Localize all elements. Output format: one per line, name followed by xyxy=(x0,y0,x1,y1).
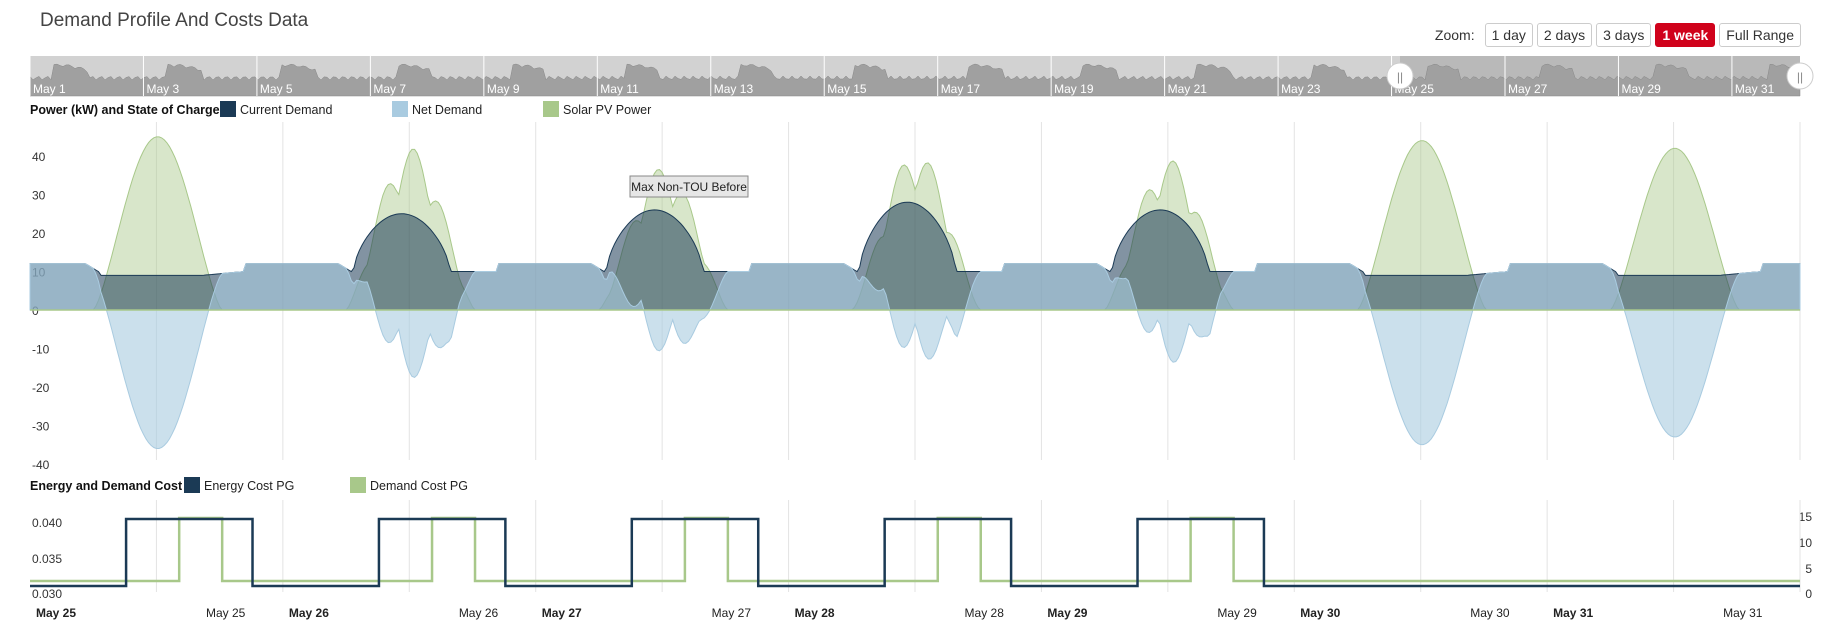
cost-legend-swatch-1 xyxy=(350,477,366,493)
legend-label: Current Demand xyxy=(240,103,332,117)
navigator-date-label: May 5 xyxy=(260,82,293,96)
zoom-controls: Zoom: 1 day 2 days 3 days 1 week Full Ra… xyxy=(1435,23,1801,47)
navigator-left-handle[interactable] xyxy=(1386,62,1414,90)
x-tick-label: May 27 xyxy=(542,606,582,620)
zoom-label: Zoom: xyxy=(1434,27,1475,43)
zoom-full-range-button[interactable]: Full Range xyxy=(1719,23,1801,47)
navigator-date-label: May 1 xyxy=(33,82,66,96)
navigator-date-label: May 19 xyxy=(1054,82,1094,96)
annotation-box xyxy=(629,175,749,198)
navigator-date-label: May 11 xyxy=(600,82,639,96)
annotation-label: Max Non-TOU Before xyxy=(631,180,747,194)
cost-chart-title: Energy and Demand Cost xyxy=(30,479,183,493)
x-tick-label: May 27 xyxy=(712,606,752,620)
navigator-handle-grip: || xyxy=(1797,70,1803,84)
x-tick-label: May 29 xyxy=(1217,606,1257,620)
legend-label: Solar PV Power xyxy=(563,103,651,117)
y-tick-label: -20 xyxy=(32,381,50,395)
cost-y-right-tick: 10 xyxy=(1799,536,1813,550)
navigator-date-label: May 3 xyxy=(146,82,179,96)
zoom-2-days-button[interactable]: 2 days xyxy=(1536,23,1593,47)
cost-legend-label: Demand Cost PG xyxy=(370,479,468,493)
x-tick-label: May 28 xyxy=(795,606,835,620)
page-title: Demand Profile And Costs Data xyxy=(40,10,309,31)
x-tick-label: May 26 xyxy=(289,606,329,620)
x-tick-label: May 31 xyxy=(1553,606,1593,620)
navigator-right-handle[interactable] xyxy=(1786,62,1814,90)
x-tick-label: May 30 xyxy=(1470,606,1510,620)
navigator-date-label: May 23 xyxy=(1281,82,1321,96)
navigator-date-label: May 21 xyxy=(1168,82,1208,96)
y-tick-label: 20 xyxy=(32,227,46,241)
y-tick-label: 40 xyxy=(32,150,46,164)
zoom-1-week-button[interactable]: 1 week xyxy=(1655,23,1716,47)
navigator-date-label: May 31 xyxy=(1735,82,1775,96)
x-tick-label: May 28 xyxy=(965,606,1005,620)
navigator-date-label: May 17 xyxy=(941,82,981,96)
navigator-date-label: May 13 xyxy=(714,82,754,96)
cost-y-right-tick: 0 xyxy=(1805,587,1812,601)
cost-y-left-tick: 0.040 xyxy=(32,516,62,530)
navigator-handle-grip: || xyxy=(1397,70,1403,84)
cost-y-left-tick: 0.035 xyxy=(32,552,62,566)
cost-y-right-tick: 5 xyxy=(1805,562,1812,576)
navigator-date-label: May 29 xyxy=(1621,82,1661,96)
legend-swatch-1 xyxy=(392,101,408,117)
navigator-date-label: May 15 xyxy=(827,82,867,96)
x-tick-label: May 30 xyxy=(1300,606,1340,620)
x-tick-label: May 31 xyxy=(1723,606,1763,620)
power-chart-title: Power (kW) and State of Charge xyxy=(30,103,220,117)
y-tick-label: -40 xyxy=(32,458,50,472)
x-tick-label: May 29 xyxy=(1047,606,1087,620)
y-tick-label: 30 xyxy=(32,189,46,203)
legend-swatch-2 xyxy=(543,101,559,117)
x-tick-label: May 25 xyxy=(206,606,246,620)
cost-legend-swatch-0 xyxy=(184,477,200,493)
x-tick-label: May 25 xyxy=(36,606,76,620)
energy-cost-line xyxy=(30,517,1800,588)
legend-swatch-0 xyxy=(220,101,236,117)
navigator-series xyxy=(29,63,1801,97)
x-tick-label: May 26 xyxy=(459,606,499,620)
navigator-date-label: May 27 xyxy=(1508,82,1548,96)
cost-legend-label: Energy Cost PG xyxy=(204,479,294,493)
cost-y-right-tick: 15 xyxy=(1799,510,1813,524)
zoom-3-days-button[interactable]: 3 days xyxy=(1596,23,1652,47)
y-tick-label: 0 xyxy=(32,304,39,318)
cost-y-left-tick: 0.030 xyxy=(32,587,62,601)
y-tick-label: -30 xyxy=(32,420,50,434)
navigator-date-label: May 9 xyxy=(487,82,520,96)
navigator-date-label: May 7 xyxy=(373,82,406,96)
zoom-1-day-button[interactable]: 1 day xyxy=(1484,23,1533,47)
legend-label: Net Demand xyxy=(412,103,482,117)
y-tick-label: -10 xyxy=(32,343,50,357)
